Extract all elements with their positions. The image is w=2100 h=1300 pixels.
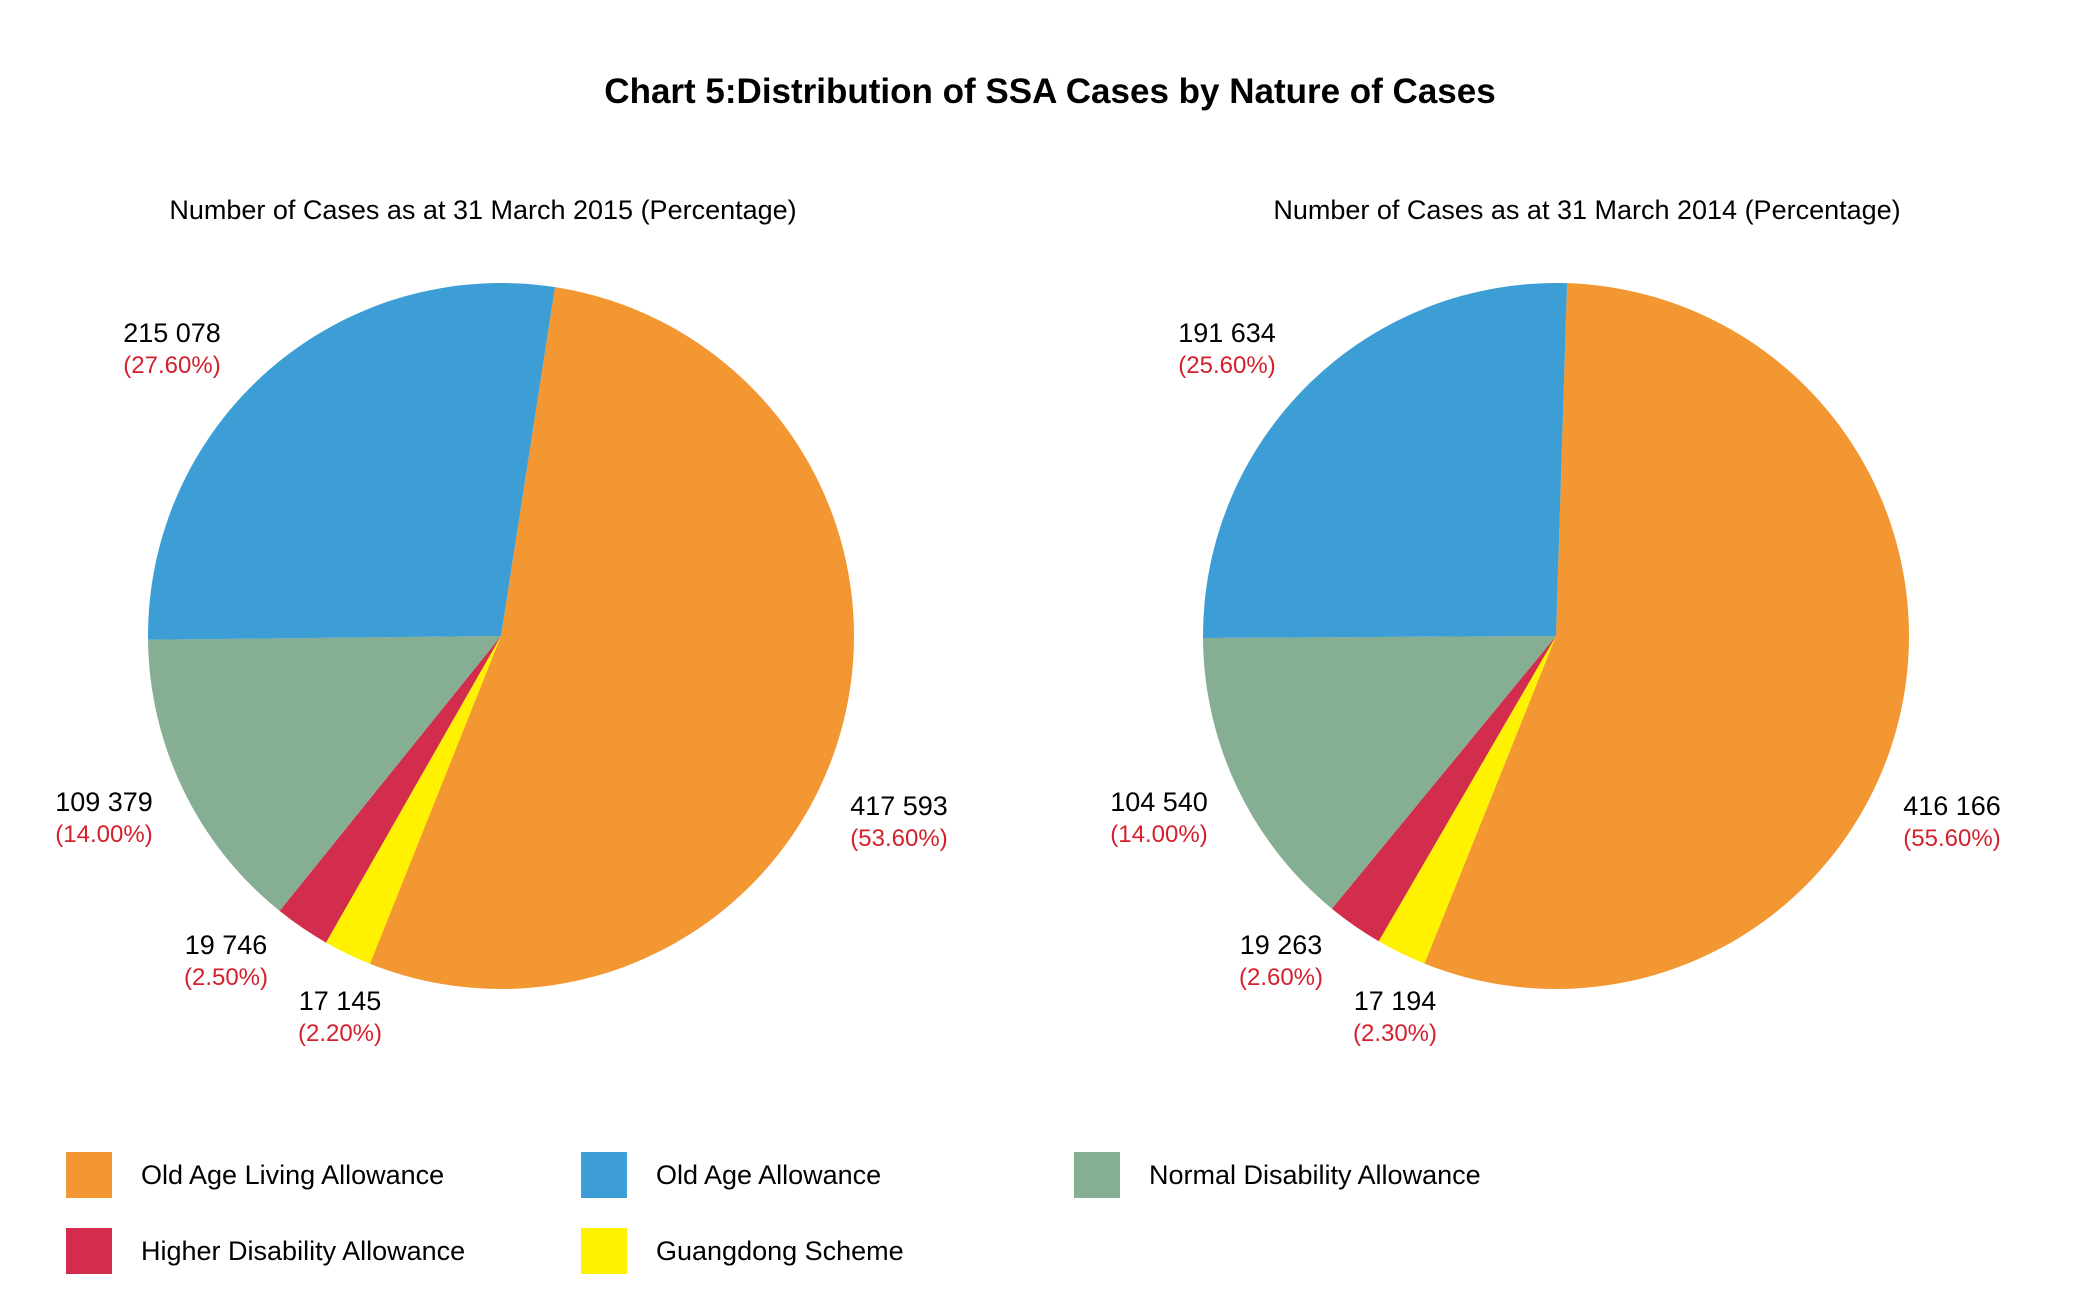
legend-item-old-age-living-allowance: Old Age Living Allowance bbox=[66, 1152, 444, 1198]
legend-swatch bbox=[581, 1228, 627, 1274]
label-2014-higher-disability: 19 263 (2.60%) bbox=[1239, 928, 1323, 994]
legend-label: Old Age Living Allowance bbox=[141, 1159, 445, 1190]
value-label: 104 540 bbox=[1110, 787, 1208, 817]
label-2015-higher-disability: 19 746 (2.50%) bbox=[184, 928, 268, 994]
right-pie-subtitle: Number of Cases as at 31 March 2014 (Per… bbox=[1273, 195, 1901, 225]
label-2015-old-age-allowance: 215 078 (27.60%) bbox=[123, 316, 221, 382]
left-pie-subtitle: Number of Cases as at 31 March 2015 (Per… bbox=[169, 195, 797, 225]
label-2015-old-age-living: 417 593 (53.60%) bbox=[850, 789, 948, 855]
pie-slice-normal-disability-allowance bbox=[1203, 636, 1556, 909]
label-2014-old-age-allowance: 191 634 (25.60%) bbox=[1178, 316, 1276, 382]
pie-slice-normal-disability-allowance bbox=[148, 636, 501, 911]
value-label: 17 194 bbox=[1353, 986, 1437, 1016]
percent-label: (2.60%) bbox=[1238, 964, 1324, 991]
chart-title: Chart 5:Distribution of SSA Cases by Nat… bbox=[604, 72, 1496, 111]
legend-label: Normal Disability Allowance bbox=[1149, 1159, 1481, 1190]
percent-label: (2.50%) bbox=[183, 964, 269, 991]
label-2015-guangdong: 17 145 (2.20%) bbox=[298, 984, 382, 1050]
percent-label: (25.60%) bbox=[1178, 352, 1276, 379]
percent-label: (27.60%) bbox=[123, 352, 221, 379]
pie-slice-guangdong-scheme bbox=[1378, 636, 1556, 964]
legend-label: Guangdong Scheme bbox=[656, 1235, 904, 1266]
pie-slice-guangdong-scheme bbox=[325, 636, 501, 964]
pie-slice-higher-disability-allowance bbox=[279, 636, 501, 943]
legend-label: Old Age Allowance bbox=[656, 1159, 882, 1190]
pie-slice-old-age-living-allowance bbox=[369, 287, 854, 989]
percent-label: (53.60%) bbox=[850, 825, 948, 852]
pie-2014 bbox=[1203, 283, 1910, 989]
legend-swatch bbox=[66, 1228, 112, 1274]
percent-label: (14.00%) bbox=[1110, 821, 1208, 848]
legend-swatch bbox=[66, 1152, 112, 1198]
pie-2015 bbox=[148, 282, 854, 989]
value-label: 19 263 bbox=[1239, 930, 1323, 960]
value-label: 215 078 bbox=[123, 318, 221, 348]
legend-label: Higher Disability Allowance bbox=[141, 1235, 466, 1266]
value-label: 416 166 bbox=[1903, 791, 2001, 821]
percent-label: (2.30%) bbox=[1352, 1020, 1438, 1047]
value-label: 191 634 bbox=[1178, 318, 1276, 348]
label-2015-normal-disability: 109 379 (14.00%) bbox=[55, 785, 153, 851]
pie-slice-old-age-allowance bbox=[148, 282, 556, 640]
value-label: 109 379 bbox=[55, 787, 153, 817]
pie-slice-old-age-living-allowance bbox=[1424, 283, 1910, 989]
percent-label: (14.00%) bbox=[55, 821, 153, 848]
legend-item-normal-disability-allowance: Normal Disability Allowance bbox=[1074, 1152, 1481, 1198]
label-2014-normal-disability: 104 540 (14.00%) bbox=[1110, 785, 1208, 851]
pie-slice-old-age-allowance bbox=[1203, 283, 1568, 639]
label-2014-old-age-living: 416 166 (55.60%) bbox=[1903, 789, 2001, 855]
legend-item-higher-disability-allowance: Higher Disability Allowance bbox=[66, 1228, 465, 1274]
value-label: 17 145 bbox=[298, 986, 382, 1016]
value-label: 19 746 bbox=[184, 930, 268, 960]
legend-swatch bbox=[1074, 1152, 1120, 1198]
percent-label: (55.60%) bbox=[1903, 825, 2001, 852]
legend-item-guangdong-scheme: Guangdong Scheme bbox=[581, 1228, 904, 1274]
legend-item-old-age-allowance: Old Age Allowance bbox=[581, 1152, 881, 1198]
value-label: 417 593 bbox=[850, 791, 948, 821]
pie-slice-higher-disability-allowance bbox=[1331, 636, 1556, 942]
label-2014-guangdong: 17 194 (2.30%) bbox=[1353, 984, 1437, 1050]
percent-label: (2.20%) bbox=[297, 1020, 383, 1047]
legend-swatch bbox=[581, 1152, 627, 1198]
